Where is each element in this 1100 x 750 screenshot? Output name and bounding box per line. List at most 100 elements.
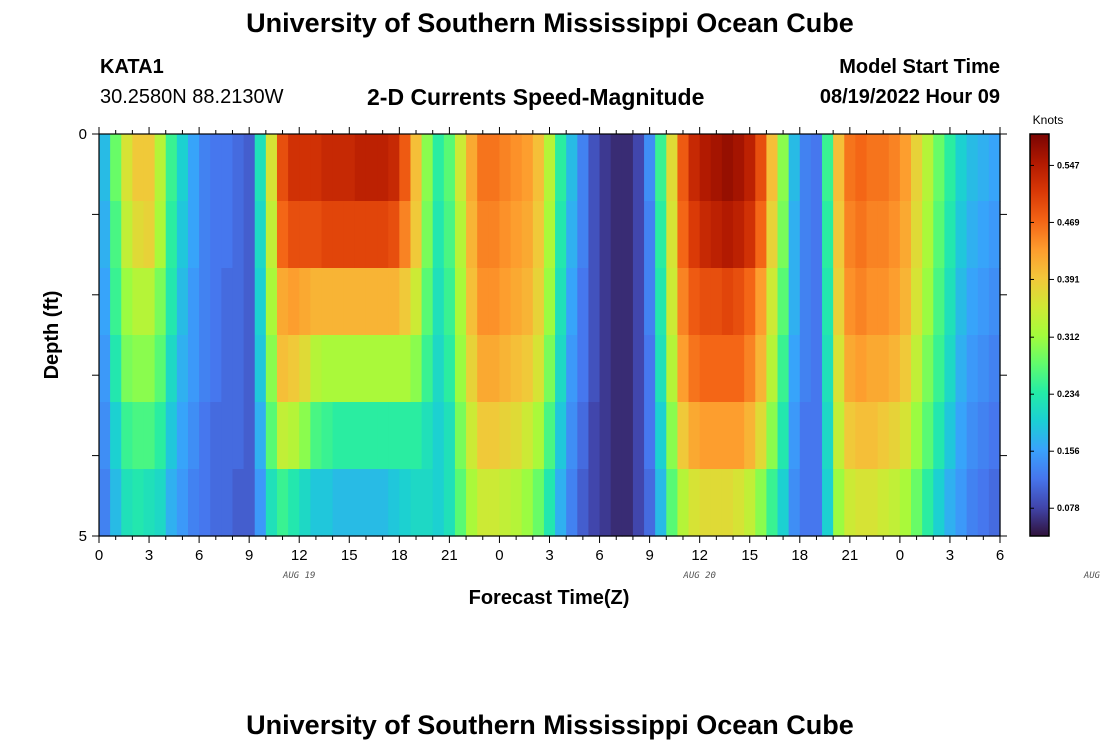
heatmap-cell [443,268,456,336]
heatmap-cell [399,402,412,470]
heatmap-cell [365,402,378,470]
heatmap-cell [121,134,133,202]
heatmap-cell [332,335,345,403]
heatmap-cell [288,201,300,269]
heatmap-cell [610,469,623,537]
heatmap-cell [911,402,923,470]
heatmap-cell [710,469,723,537]
heatmap-cell [377,402,389,470]
heatmap-cell [432,134,445,202]
heatmap-cell [221,335,234,403]
heatmap-cell [866,268,879,336]
station-id: KATA1 [100,56,164,78]
heatmap-cell [799,402,812,470]
heatmap-cell [744,335,756,403]
heatmap-cell [610,335,623,403]
heatmap-cell [110,402,122,470]
heatmap-cell [466,335,478,403]
heatmap-cell [588,469,601,537]
heatmap-cell [232,201,245,269]
heatmap-cell [432,335,445,403]
heatmap-cell [288,335,300,403]
heatmap-cell [299,201,311,269]
heatmap-cell [466,402,478,470]
heatmap-cell [421,268,434,336]
heatmap-cell [543,402,556,470]
heatmap-cell [354,134,367,202]
heatmap-cell [621,469,634,537]
heatmap-cell [699,268,712,336]
heatmap-cell [588,201,601,269]
heatmap-cell [833,402,845,470]
heatmap-cell [99,268,111,336]
heatmap-cell [933,201,945,269]
heatmap-cell [933,402,945,470]
heatmap-cell [477,469,489,537]
heatmap-cell [199,335,211,403]
heatmap-cell [699,335,712,403]
heatmap-cell [543,134,556,202]
heatmap-cell [176,335,189,403]
heatmap-cell [410,268,423,336]
page-title: University of Southern Mississippi Ocean… [246,8,854,38]
x-tick-label: 6 [595,547,603,564]
heatmap-cell [988,335,1001,403]
heatmap-cell [521,201,534,269]
heatmap-cell [477,134,489,202]
heatmap-cell [176,201,189,269]
heatmap-cell [532,134,545,202]
heatmap-cell [454,469,467,537]
heatmap-cell [955,134,968,202]
heatmap-cell [466,268,478,336]
heatmap-cell [187,335,200,403]
heatmap-cell [421,469,434,537]
heatmap-cell [210,268,222,336]
heatmap-cell [911,134,923,202]
heatmap-cell [187,268,200,336]
heatmap-cell [288,268,300,336]
heatmap-cell [733,134,745,202]
heatmap-cell [810,335,823,403]
heatmap-cell [477,268,489,336]
heatmap-cell [165,201,178,269]
heatmap-cell [588,335,601,403]
heatmap-cell [810,201,823,269]
heatmap-cell [332,402,345,470]
colorbar-tick-label: 0.469 [1057,217,1080,227]
heatmap-cell [143,402,156,470]
heatmap-cell [822,201,834,269]
heatmap-cell [143,201,156,269]
heatmap-cell [844,268,856,336]
heatmap-cell [210,335,222,403]
heatmap-cell [276,134,289,202]
heatmap-cell [810,469,823,537]
heatmap-cell [399,469,412,537]
heatmap-cell [321,268,334,336]
heatmap-cell [632,402,645,470]
heatmap-cell [632,134,645,202]
heatmap-cell [421,134,434,202]
x-tick-label: 15 [741,547,758,564]
heatmap-cell [210,134,222,202]
heatmap-cell [543,201,556,269]
heatmap-cell [210,402,222,470]
heatmap-cell [555,469,567,537]
heatmap-cell [399,268,412,336]
heatmap-cell [443,402,456,470]
heatmap-cell [933,335,945,403]
heatmap-cell [365,469,378,537]
heatmap-cell [432,402,445,470]
heatmap-cell [388,402,400,470]
date-label: AUG 21 [1083,571,1100,581]
heatmap-cell [488,268,501,336]
heatmap-cell [888,402,901,470]
heatmap-cell [788,469,801,537]
heatmap-cell [844,402,856,470]
heatmap-cell [132,469,145,537]
heatmap-cell [154,201,167,269]
heatmap-cell [877,134,890,202]
heatmap-cell [132,335,145,403]
heatmap-cell [543,469,556,537]
y-tick-label: 5 [79,528,87,545]
